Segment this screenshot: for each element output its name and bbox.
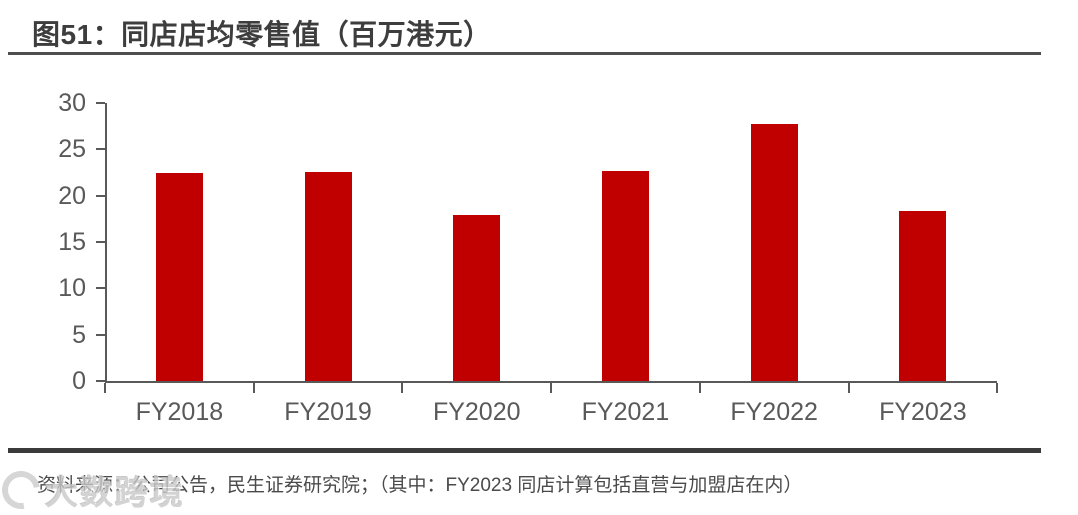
x-axis-tick [104, 383, 106, 393]
y-axis-label: 25 [58, 135, 86, 164]
y-axis-tick [96, 194, 105, 197]
y-axis-label: 15 [58, 228, 86, 256]
x-axis-label: FY2019 [284, 398, 372, 426]
y-axis-tick [96, 241, 105, 243]
x-axis-tick [401, 383, 404, 393]
y-axis-label: 5 [72, 320, 86, 349]
x-axis-tick [698, 383, 701, 393]
bar-fy2023 [899, 211, 947, 381]
y-axis-label: 30 [58, 89, 86, 117]
y-axis-tick [96, 287, 105, 290]
x-axis-tick [550, 383, 553, 393]
bar-fy2020 [453, 215, 501, 381]
y-axis-tick [96, 333, 105, 336]
y-axis-tick [96, 102, 105, 104]
y-axis-tick [96, 148, 105, 151]
y-axis-label: 20 [58, 181, 86, 210]
bar-fy2018 [155, 172, 203, 381]
y-axis-line [105, 103, 107, 383]
x-axis-line [105, 381, 997, 383]
x-axis-label: FY2021 [581, 398, 670, 426]
y-axis-tick [96, 380, 105, 382]
y-axis-label: 10 [58, 274, 86, 303]
x-axis-tick [996, 383, 999, 393]
source-note: 资料来源：公司公告，民生证券研究院；（其中：FY2023 同店计算包括直营与加盟… [37, 475, 803, 496]
footer-divider [8, 448, 1041, 453]
x-axis-label: FY2022 [730, 398, 818, 426]
x-axis-label: FY2023 [879, 398, 967, 426]
bar-fy2021 [601, 170, 649, 381]
x-axis-label: FY2020 [432, 398, 521, 426]
x-axis-tick [252, 383, 255, 393]
bar-fy2022 [750, 124, 798, 381]
x-axis-tick [847, 383, 850, 393]
y-axis-label: 0 [72, 367, 86, 395]
figure-title: 图51：同店店均零售值（百万港元） [32, 19, 492, 50]
title-divider [8, 52, 1041, 55]
x-axis-label: FY2018 [135, 398, 224, 426]
bar-fy2019 [304, 171, 352, 381]
